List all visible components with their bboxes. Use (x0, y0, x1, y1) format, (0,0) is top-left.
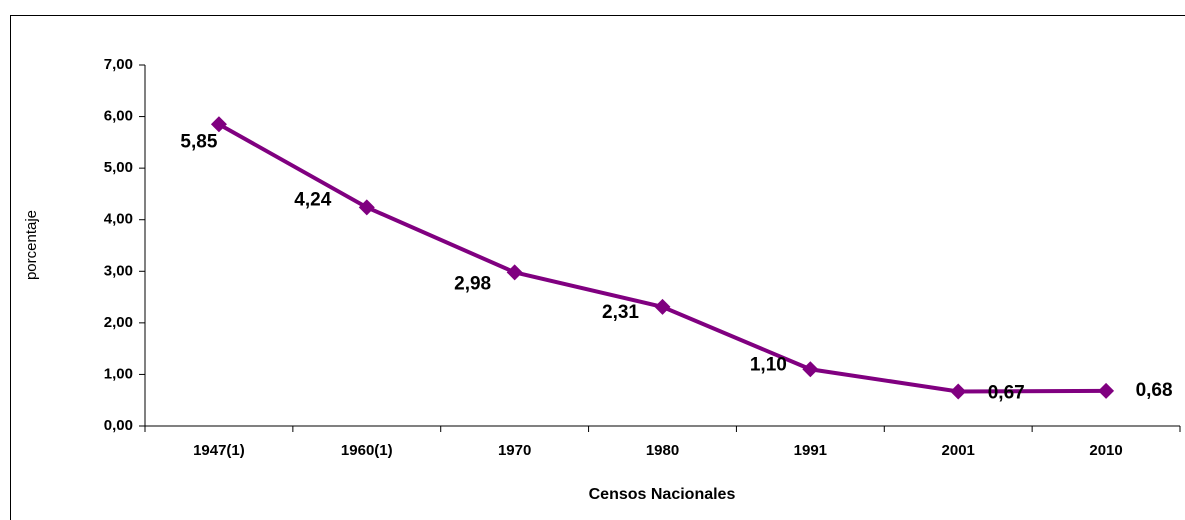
y-tick-label: 5,00 (104, 159, 133, 176)
y-tick-label: 4,00 (104, 211, 133, 228)
y-tick-label: 6,00 (104, 108, 133, 125)
y-tick-label: 2,00 (104, 314, 133, 331)
x-axis-label: Censos Nacionales (589, 486, 736, 503)
data-point (210, 116, 227, 133)
data-label: 2,98 (454, 273, 491, 294)
x-tick-label: 1960(1) (341, 442, 393, 459)
data-label: 0,67 (988, 382, 1025, 403)
x-tick-label: 2001 (942, 442, 975, 459)
y-tick-label: 0,00 (104, 417, 133, 434)
data-label: 4,24 (294, 189, 331, 210)
x-tick-label: 1991 (794, 442, 827, 459)
data-label: 1,10 (750, 354, 787, 375)
y-tick-label: 1,00 (104, 365, 133, 382)
data-point (654, 298, 671, 315)
data-label: 0,68 (1136, 380, 1173, 401)
x-tick-label: 1980 (646, 442, 679, 459)
data-point (506, 264, 523, 281)
data-label: 5,85 (180, 131, 217, 152)
data-point (1098, 382, 1115, 399)
data-point (802, 361, 819, 378)
y-tick-label: 3,00 (104, 262, 133, 279)
x-tick-label: 1970 (498, 442, 531, 459)
data-point (358, 199, 375, 216)
y-axis-label: porcentaje (23, 210, 40, 280)
data-label: 2,31 (602, 302, 639, 323)
y-tick-label: 7,00 (104, 56, 133, 73)
data-point (950, 383, 967, 400)
chart-frame (10, 15, 1185, 520)
x-tick-label: 2010 (1089, 442, 1122, 459)
x-tick-label: 1947(1) (193, 442, 245, 459)
